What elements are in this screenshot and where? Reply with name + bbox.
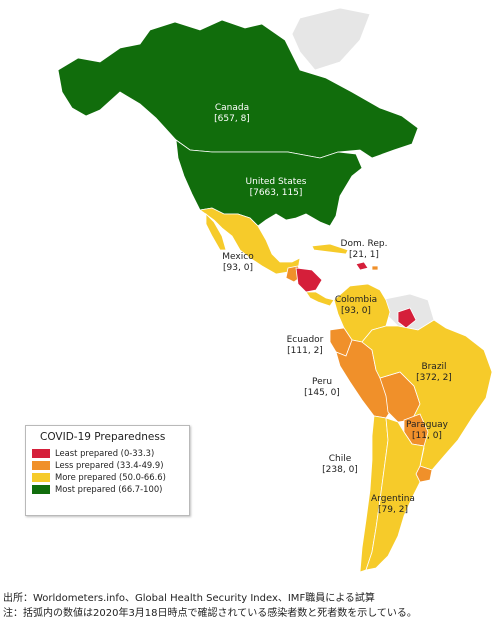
country-label-dom-rep: Dom. Rep. [21, 1]	[341, 239, 388, 261]
footnotes: 出所：Worldometers.info、Global Health Secur…	[3, 591, 417, 621]
country-stats: [111, 2]	[287, 346, 323, 356]
cuba-shape	[311, 243, 349, 255]
legend-label: Less prepared (33.4-49.9)	[55, 460, 164, 470]
country-name: Mexico	[222, 252, 254, 262]
country-name: United States	[245, 177, 307, 187]
honduras-nicaragua-shape	[295, 267, 323, 293]
legend-item: Least prepared (0-33.3)	[32, 447, 189, 459]
legend-label: Least prepared (0-33.3)	[55, 448, 155, 458]
country-stats: [372, 2]	[416, 373, 452, 383]
canada-shape	[57, 19, 419, 159]
country-label-mexico: Mexico [93, 0]	[222, 252, 253, 274]
mexico-shape	[198, 207, 301, 275]
costa-rica-panama-shape	[305, 291, 335, 307]
country-name: Chile	[328, 454, 352, 464]
country-label-brazil: Brazil [372, 2]	[416, 362, 452, 384]
baja-shape	[205, 213, 227, 251]
legend: COVID-19 Preparedness Least prepared (0-…	[25, 425, 190, 516]
country-label-ecuador: Ecuador [111, 2]	[287, 335, 324, 357]
country-stats: [7663, 115]	[249, 188, 303, 198]
country-label-paraguay: Paraguay [11, 0]	[406, 420, 448, 442]
dom-rep-shape	[355, 261, 369, 271]
country-name: Canada	[214, 103, 250, 113]
country-stats: [238, 0]	[322, 465, 358, 475]
country-label-chile: Chile [238, 0]	[322, 454, 358, 476]
country-stats: [79, 2]	[378, 505, 408, 515]
country-stats: [657, 8]	[214, 114, 250, 124]
country-label-argentina: Argentina [79, 2]	[371, 494, 415, 516]
country-name: Colombia	[334, 295, 378, 305]
guyana-shape	[397, 307, 417, 329]
argentina-shape	[365, 417, 425, 571]
country-name: Brazil	[421, 362, 447, 372]
country-label-united-states: United States [7663, 115]	[246, 177, 307, 199]
legend-title: COVID-19 Preparedness	[40, 431, 166, 443]
country-name: Dom. Rep.	[340, 239, 388, 249]
legend-swatch	[32, 472, 50, 482]
country-stats: [93, 0]	[341, 306, 371, 316]
legend-swatch	[32, 460, 50, 470]
country-name: Paraguay	[405, 420, 449, 430]
country-stats: [11, 0]	[412, 431, 442, 441]
country-label-peru: Peru [145, 0]	[304, 377, 340, 399]
legend-swatch	[32, 448, 50, 458]
legend-item: More prepared (50.0-66.6)	[32, 471, 189, 483]
country-name: Ecuador	[286, 335, 324, 345]
legend-item: Most prepared (66.7-100)	[32, 483, 189, 495]
legend-label: More prepared (50.0-66.6)	[55, 472, 166, 482]
country-stats: [93, 0]	[223, 263, 253, 273]
americas-map	[57, 7, 493, 573]
greenland-shape	[291, 7, 371, 71]
country-stats: [21, 1]	[349, 250, 379, 260]
country-label-colombia: Colombia [93, 0]	[335, 295, 377, 317]
data-note: 注：括弧内の数値は2020年3月18日時点で確認されている感染者数と死者数を示し…	[3, 608, 417, 619]
country-name: Peru	[311, 377, 333, 387]
country-name: Argentina	[371, 494, 415, 504]
legend-label: Most prepared (66.7-100)	[55, 484, 163, 494]
puerto-rico-shape	[371, 265, 379, 271]
legend-swatch	[32, 484, 50, 494]
country-label-canada: Canada [657, 8]	[214, 103, 250, 125]
source-note: 出所：Worldometers.info、Global Health Secur…	[3, 593, 375, 604]
country-stats: [145, 0]	[304, 388, 340, 398]
legend-item: Less prepared (33.4-49.9)	[32, 459, 189, 471]
